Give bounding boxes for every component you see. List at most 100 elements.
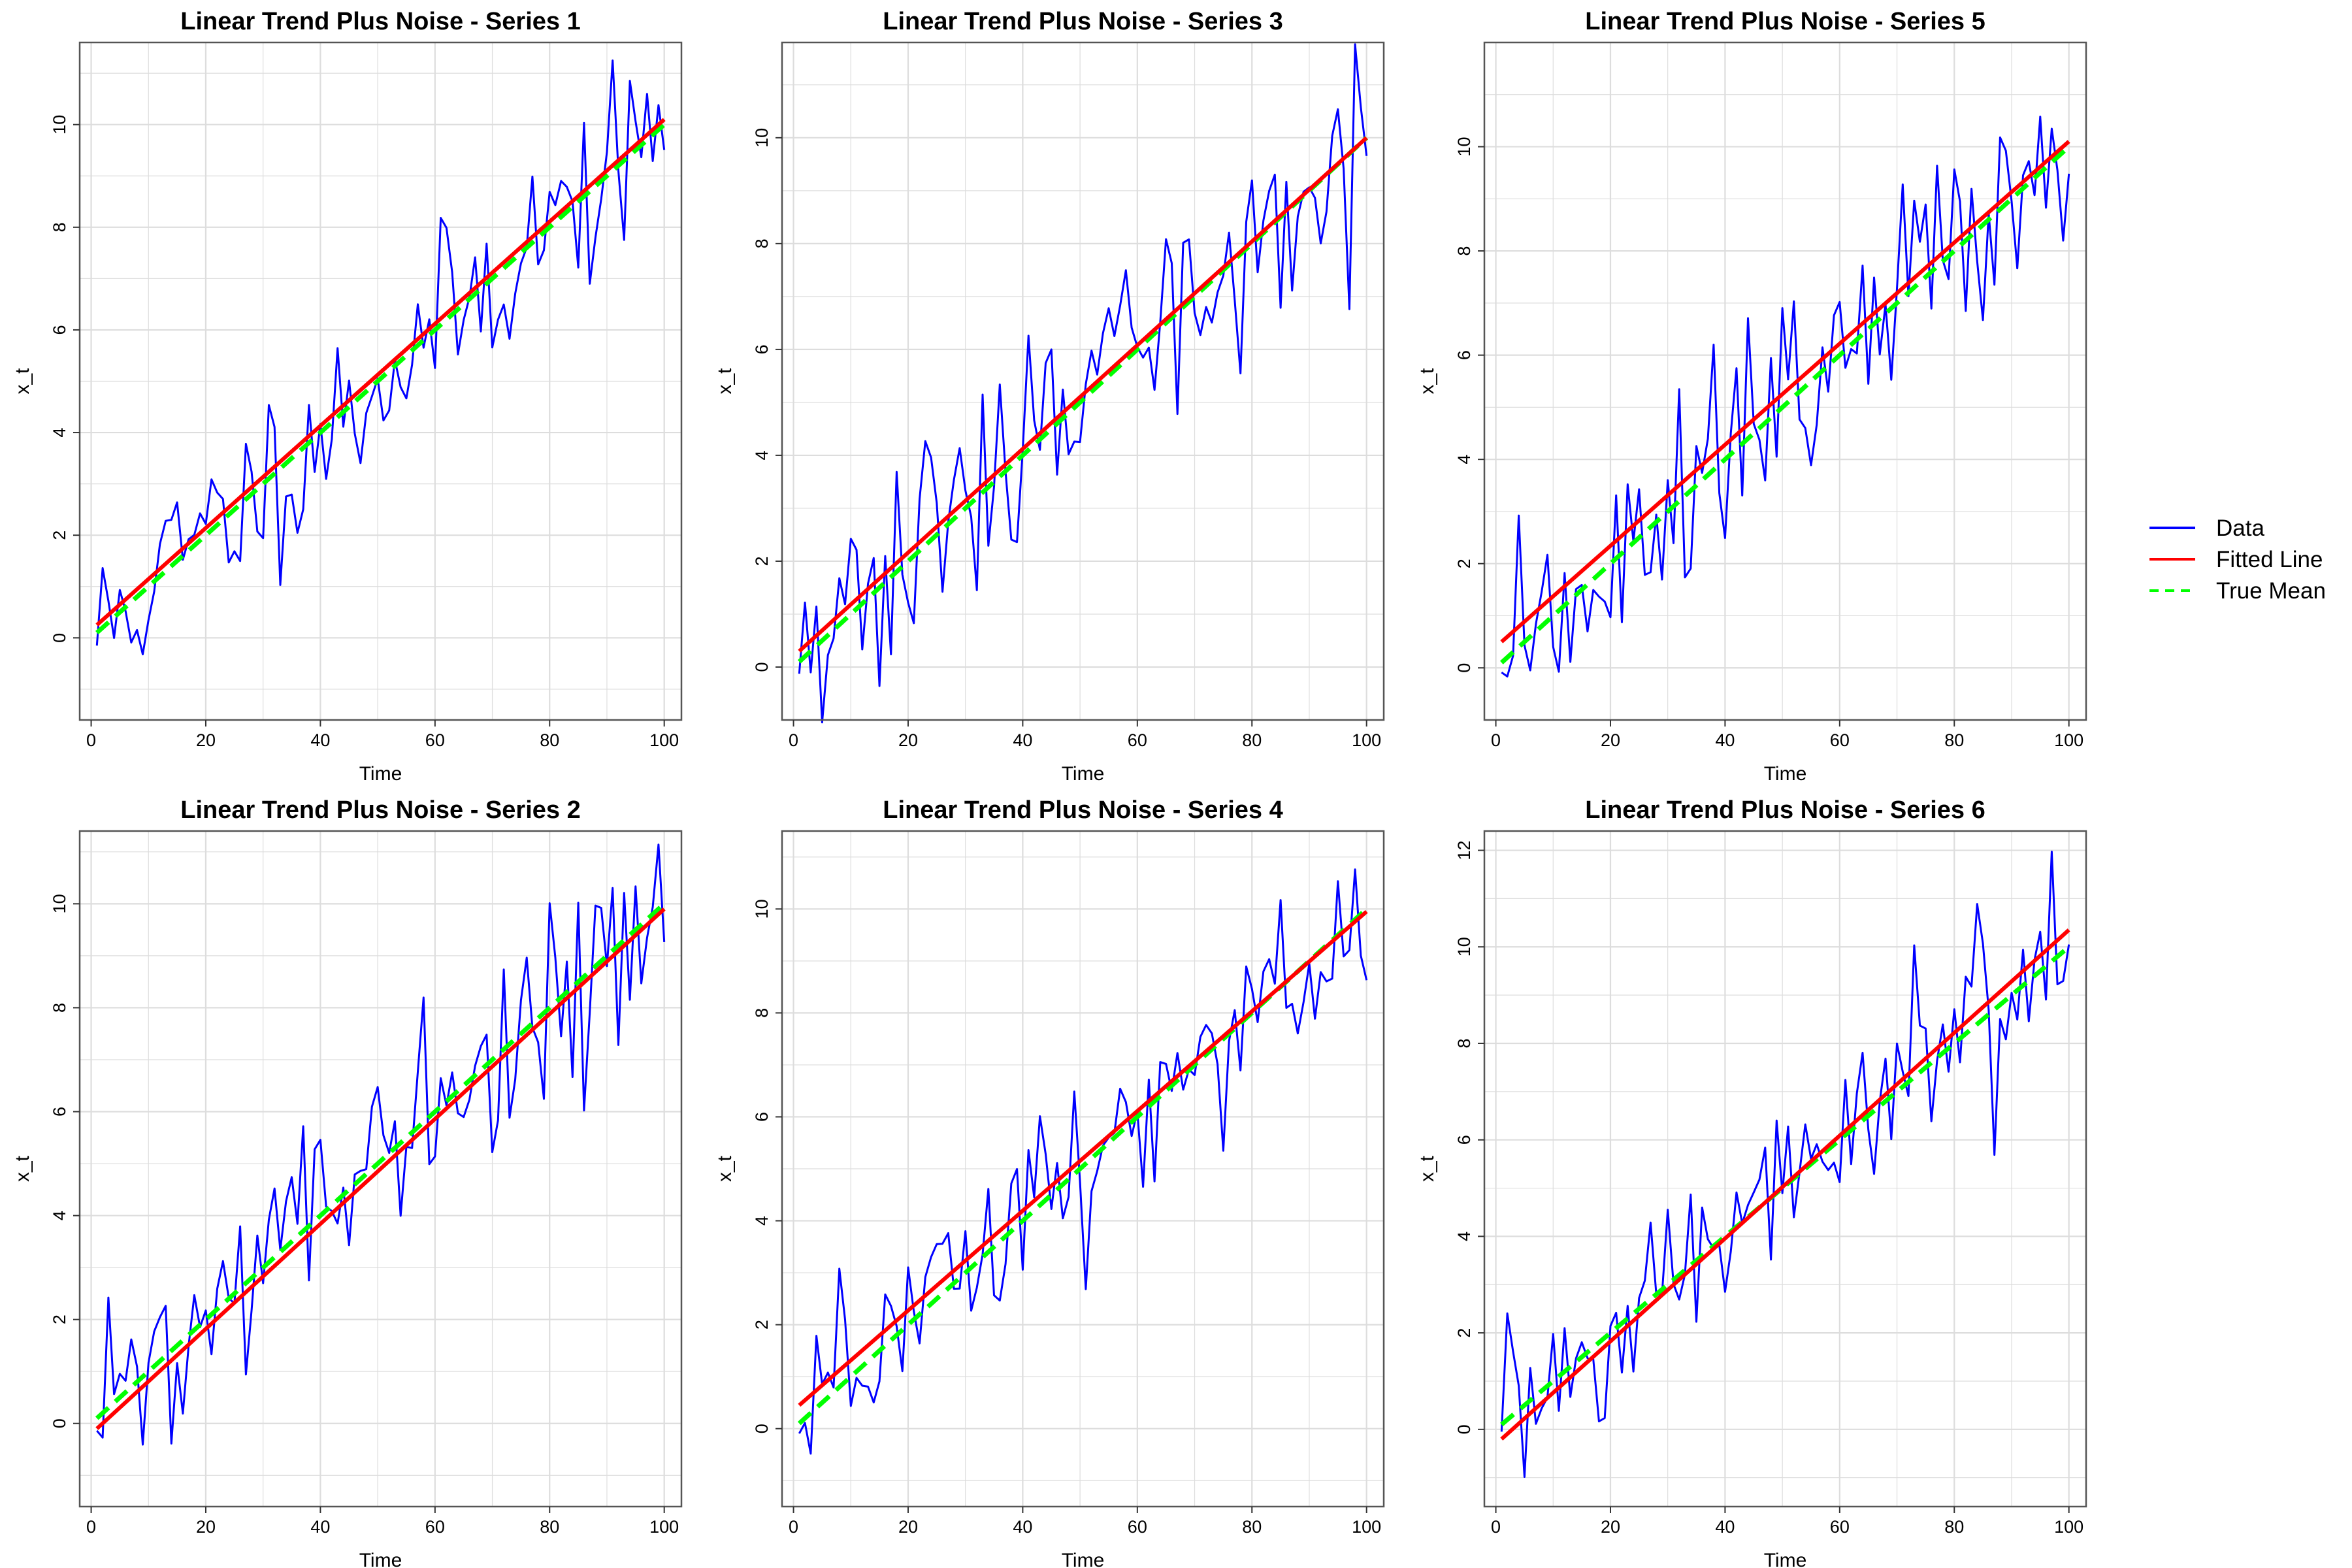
panel-title: Linear Trend Plus Noise - Series 4: [883, 796, 1282, 824]
y-tick-label: 4: [1454, 1232, 1474, 1241]
x-tick-label: 60: [1128, 730, 1147, 750]
y-tick-label: 2: [50, 1315, 69, 1324]
panel-border: [781, 830, 1385, 1508]
panel-title: Linear Trend Plus Noise - Series 5: [1585, 8, 1985, 35]
y-tick-label: 10: [752, 899, 772, 919]
y-tick-label: 8: [1454, 1038, 1474, 1048]
y-tick-label: 8: [752, 238, 772, 248]
x-tick-label: 100: [2054, 1517, 2083, 1537]
x-tick-label: 20: [1601, 730, 1620, 750]
fitted-line: [798, 910, 1368, 1407]
y-tick-label: 6: [50, 325, 69, 335]
x-tick-label: 80: [1242, 730, 1262, 750]
y-tick-label: 2: [752, 1320, 772, 1330]
y-axis-label: x_t: [714, 1155, 736, 1182]
x-tick-label: 80: [1242, 1517, 1262, 1537]
panel-title: Linear Trend Plus Noise - Series 6: [1585, 796, 1985, 824]
data-series-line: [96, 843, 666, 1446]
y-tick-label: 8: [752, 1008, 772, 1018]
x-axis-label: Time: [359, 763, 402, 785]
x-axis-label: Time: [1764, 763, 1807, 785]
x-tick-label: 20: [898, 1517, 918, 1537]
y-tick-label: 0: [752, 662, 772, 672]
panel-border: [781, 41, 1385, 721]
panel-border: [78, 41, 683, 721]
x-axis-label: Time: [359, 1550, 402, 1568]
data-series-line: [798, 868, 1368, 1455]
x-axis-label: Time: [1062, 1550, 1105, 1568]
x-tick-label: 0: [1491, 730, 1501, 750]
y-tick-label: 10: [752, 128, 772, 148]
x-tick-label: 100: [1352, 730, 1381, 750]
x-tick-label: 40: [1715, 1517, 1735, 1537]
x-tick-label: 20: [196, 1517, 216, 1537]
x-tick-label: 20: [898, 730, 918, 750]
fitted-line: [95, 118, 666, 627]
legend-label: True Mean: [2216, 578, 2326, 604]
y-axis-label: x_t: [714, 368, 736, 395]
y-tick-label: 2: [752, 556, 772, 566]
x-tick-label: 80: [1944, 1517, 1964, 1537]
y-tick-label: 4: [50, 428, 69, 438]
grid: [80, 831, 681, 1507]
plot-area: [782, 42, 1384, 720]
y-tick-label: 4: [50, 1211, 69, 1220]
y-axis-label: x_t: [12, 368, 33, 395]
y-tick-label: 10: [50, 894, 69, 913]
x-axis-label: Time: [1062, 763, 1105, 785]
y-tick-label: 12: [1454, 841, 1474, 860]
y-tick-label: 4: [752, 450, 772, 460]
panel-border: [1483, 41, 2087, 721]
legend-label: Data: [2216, 515, 2264, 541]
y-tick-label: 4: [752, 1216, 772, 1226]
fitted-line: [95, 907, 666, 1430]
y-tick-label: 2: [1454, 559, 1474, 568]
grid: [80, 42, 681, 720]
panel: 0 20 40 60 80 100 0 2 4 6 8 10 Linear Trend Plus Noi…: [714, 8, 1385, 785]
true-mean-line: [95, 902, 666, 1420]
y-tick-label: 0: [752, 1424, 772, 1433]
true-mean-line: [797, 136, 1369, 664]
x-tick-label: 80: [540, 730, 559, 750]
y-tick-label: 8: [50, 222, 69, 232]
y-tick-label: 6: [1454, 350, 1474, 360]
panel-title: Linear Trend Plus Noise - Series 1: [180, 8, 580, 35]
x-tick-label: 100: [649, 730, 679, 750]
x-axis-label: Time: [1764, 1550, 1807, 1568]
y-axis-label: x_t: [1416, 1155, 1438, 1182]
x-tick-label: 100: [649, 1517, 679, 1537]
x-tick-label: 60: [425, 1517, 445, 1537]
panel-border: [1483, 830, 2087, 1508]
fitted-line: [798, 136, 1368, 653]
x-tick-label: 0: [789, 1517, 798, 1537]
x-tick-label: 40: [310, 1517, 330, 1537]
y-tick-label: 0: [50, 1418, 69, 1428]
x-tick-label: 0: [86, 1517, 96, 1537]
fitted-line: [1500, 140, 2070, 644]
x-tick-label: 20: [1601, 1517, 1620, 1537]
panel: 0 20 40 60 80 100 0 2 4 6 8 10 Linear Trend Plus Noi…: [12, 8, 683, 785]
y-tick-label: 10: [1454, 137, 1474, 157]
y-tick-label: 6: [1454, 1135, 1474, 1145]
panel: 0 20 40 60 80 100 0 2 4 6 8 10 12 Linear Trend Plus N…: [1416, 796, 2087, 1568]
true-mean-line: [95, 123, 666, 635]
legend-label: Fitted Line: [2216, 547, 2323, 572]
y-tick-label: 0: [1454, 1424, 1474, 1434]
x-tick-label: 40: [1013, 730, 1032, 750]
x-tick-label: 40: [1013, 1517, 1032, 1537]
y-tick-label: 0: [50, 633, 69, 643]
panel-title: Linear Trend Plus Noise - Series 3: [883, 8, 1282, 35]
y-tick-label: 10: [1454, 937, 1474, 956]
x-tick-label: 40: [310, 730, 330, 750]
y-tick-label: 4: [1454, 455, 1474, 465]
y-tick-label: 6: [50, 1107, 69, 1117]
y-tick-label: 8: [1454, 246, 1474, 256]
x-tick-label: 100: [1352, 1517, 1381, 1537]
y-tick-label: 8: [50, 1003, 69, 1013]
x-tick-label: 80: [540, 1517, 559, 1537]
x-tick-label: 60: [1830, 1517, 1850, 1537]
panel-border: [78, 830, 683, 1508]
x-tick-label: 0: [1491, 1517, 1501, 1537]
